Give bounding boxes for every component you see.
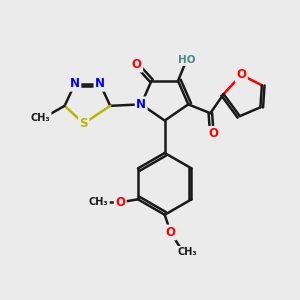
- Text: S: S: [80, 117, 88, 130]
- Text: HO: HO: [178, 55, 196, 64]
- Text: O: O: [208, 127, 218, 140]
- Text: CH₃: CH₃: [31, 112, 50, 123]
- Text: O: O: [115, 196, 125, 209]
- Text: N: N: [70, 77, 80, 90]
- Text: O: O: [132, 58, 142, 71]
- Text: N: N: [136, 98, 146, 111]
- Text: CH₃: CH₃: [178, 247, 197, 257]
- Text: O: O: [236, 68, 246, 81]
- Text: CH₃: CH₃: [89, 197, 109, 207]
- Text: O: O: [166, 226, 176, 239]
- Text: N: N: [95, 77, 105, 90]
